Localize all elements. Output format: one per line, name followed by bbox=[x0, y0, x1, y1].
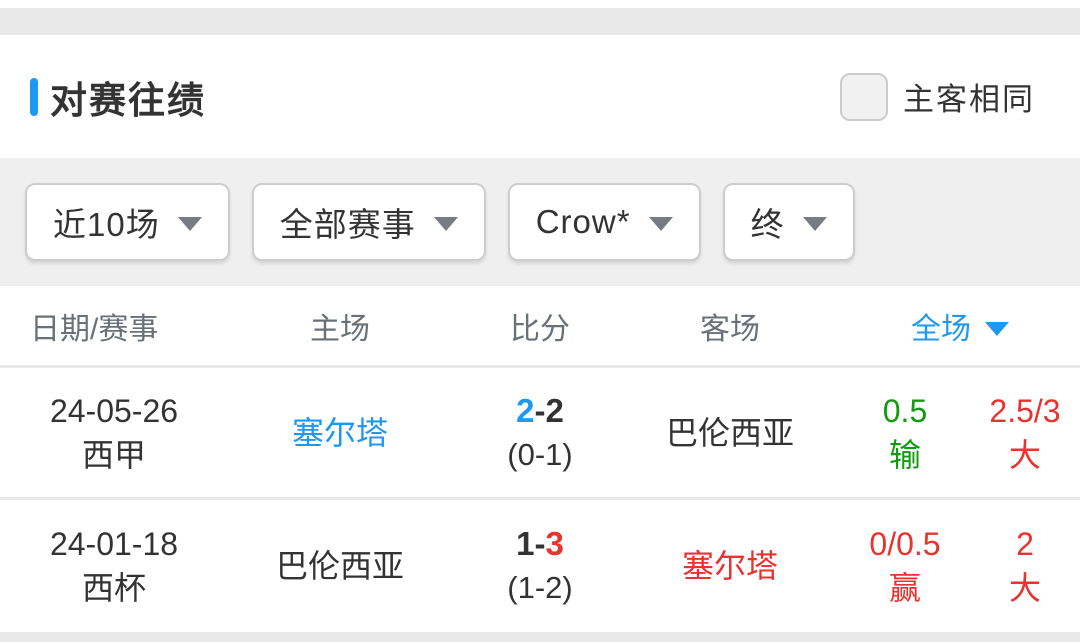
column-header-home: 主场 bbox=[310, 312, 370, 346]
handicap-result: 0/0.5 赢 bbox=[840, 522, 970, 610]
home-team: 巴伦西亚 bbox=[275, 548, 404, 584]
dropdown-competition[interactable]: 全部赛事 bbox=[251, 183, 486, 261]
home-goals: 1 bbox=[516, 525, 535, 562]
score-cell: 1-3 (1-2) bbox=[460, 522, 620, 610]
dropdown-recent-matches[interactable]: 近10场 bbox=[25, 183, 230, 261]
away-team: 巴伦西亚 bbox=[665, 414, 794, 451]
same-home-away-toggle[interactable]: 主客相同 bbox=[840, 72, 1035, 121]
column-header-fulltime-label: 全场 bbox=[911, 312, 971, 346]
handicap-line: 0/0.5 bbox=[869, 526, 941, 562]
dropdown-competition-label: 全部赛事 bbox=[279, 206, 416, 243]
home-team: 塞尔塔 bbox=[291, 414, 388, 451]
match-date: 24-01-18 bbox=[49, 526, 179, 562]
match-date-competition: 24-01-18 西杯 bbox=[0, 522, 220, 610]
match-competition: 西甲 bbox=[81, 436, 146, 473]
column-header-date: 日期/赛事 bbox=[30, 312, 159, 346]
score-cell: 2-2 (0-1) bbox=[460, 389, 620, 477]
away-goals: 3 bbox=[545, 525, 564, 562]
title-accent-bar bbox=[30, 77, 38, 116]
bottom-gray-bar bbox=[0, 632, 1080, 642]
match-date: 24-05-26 bbox=[49, 392, 179, 429]
checkbox-unchecked-icon[interactable] bbox=[840, 72, 888, 121]
home-goals: 2 bbox=[516, 391, 535, 429]
top-white-strip bbox=[0, 0, 1080, 8]
column-header-fulltime-sort[interactable]: 全场 bbox=[840, 304, 1080, 348]
chevron-down-icon bbox=[177, 217, 202, 231]
top-gray-bar bbox=[0, 8, 1080, 35]
overunder-line: 2 bbox=[1016, 526, 1034, 562]
match-date-competition: 24-05-26 西甲 bbox=[0, 389, 220, 477]
overunder-line: 2.5/3 bbox=[989, 392, 1061, 429]
checkbox-label: 主客相同 bbox=[903, 82, 1035, 117]
sort-caret-icon bbox=[985, 321, 1009, 336]
column-header-away: 客场 bbox=[700, 312, 760, 346]
score-separator: - bbox=[534, 525, 546, 562]
away-team: 塞尔塔 bbox=[681, 548, 778, 584]
handicap-outcome: 输 bbox=[888, 436, 921, 473]
chevron-down-icon bbox=[802, 217, 827, 231]
chevron-down-icon bbox=[648, 217, 673, 231]
title-group: 对赛往绩 bbox=[30, 70, 206, 124]
table-row[interactable]: 24-05-26 西甲 塞尔塔 2-2 (0-1) 巴伦西亚 0.5 输 2.5… bbox=[0, 368, 1080, 500]
handicap-outcome: 赢 bbox=[888, 570, 921, 606]
handicap-line: 0.5 bbox=[882, 392, 928, 429]
dropdown-recent-matches-label: 近10场 bbox=[53, 206, 160, 243]
fulltime-score: 2-2 bbox=[460, 389, 620, 433]
handicap-result: 0.5 输 bbox=[840, 389, 970, 477]
overunder-outcome: 大 bbox=[1008, 570, 1041, 606]
chevron-down-icon bbox=[433, 217, 458, 231]
table-row[interactable]: 24-01-18 西杯 巴伦西亚 1-3 (1-2) 塞尔塔 0/0.5 赢 2… bbox=[0, 500, 1080, 632]
halftime-score: (0-1) bbox=[507, 436, 573, 472]
dropdown-bookmaker-label: Crow* bbox=[535, 203, 631, 240]
halftime-score: (1-2) bbox=[507, 570, 573, 605]
overunder-result: 2.5/3 大 bbox=[970, 389, 1080, 477]
table-header: 日期/赛事 主场 比分 客场 全场 bbox=[0, 286, 1080, 368]
column-header-score: 比分 bbox=[510, 312, 570, 346]
overunder-outcome: 大 bbox=[1008, 436, 1041, 473]
section-header: 对赛往绩 主客相同 bbox=[0, 35, 1080, 158]
fulltime-score: 1-3 bbox=[460, 522, 620, 566]
away-goals: 2 bbox=[545, 391, 564, 429]
dropdown-bookmaker[interactable]: Crow* bbox=[507, 183, 701, 261]
dropdown-match-status[interactable]: 终 bbox=[722, 183, 855, 261]
filter-bar: 近10场 全部赛事 Crow* 终 bbox=[0, 158, 1080, 286]
match-competition: 西杯 bbox=[81, 570, 146, 606]
score-separator: - bbox=[534, 391, 546, 429]
page-title: 对赛往绩 bbox=[50, 79, 206, 121]
dropdown-match-status-label: 终 bbox=[750, 206, 785, 243]
overunder-result: 2 大 bbox=[970, 522, 1080, 610]
